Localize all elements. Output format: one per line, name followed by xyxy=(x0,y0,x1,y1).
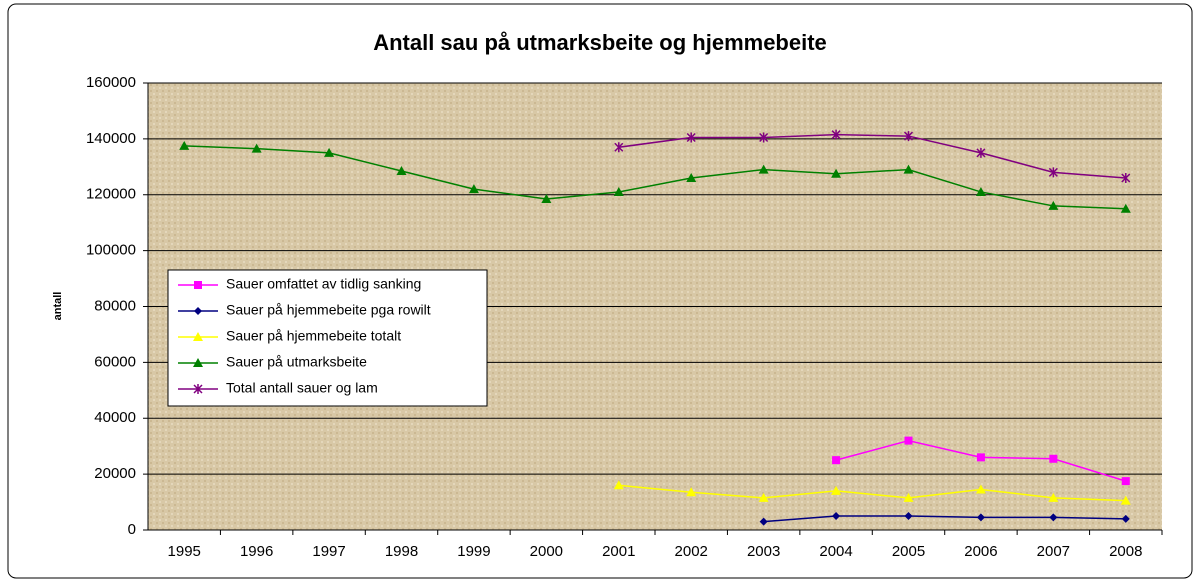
data-point xyxy=(179,140,190,150)
data-point xyxy=(1121,514,1130,523)
x-tick-label: 1997 xyxy=(312,543,345,560)
x-tick-label: 2007 xyxy=(1037,543,1070,560)
y-tick-label: 60000 xyxy=(94,353,136,370)
x-tick-label: 2005 xyxy=(892,543,925,560)
x-tick-label: 2001 xyxy=(602,543,635,560)
data-point xyxy=(831,485,842,495)
chart-title: Antall sau på utmarksbeite og hjemmebeit… xyxy=(373,30,827,55)
legend-box xyxy=(167,269,488,407)
legend-marker xyxy=(194,281,202,289)
legend-marker xyxy=(193,384,203,394)
data-point xyxy=(903,164,914,174)
data-point xyxy=(975,484,986,494)
legend-symbol xyxy=(193,384,203,394)
data-point xyxy=(614,142,624,153)
data-point xyxy=(324,147,335,157)
legend-marker xyxy=(193,358,203,367)
data-point xyxy=(758,164,769,174)
data-point xyxy=(1048,492,1059,502)
x-tick-label: 2004 xyxy=(819,543,852,560)
data-point xyxy=(686,132,696,143)
data-point xyxy=(1121,477,1130,486)
series-line xyxy=(763,515,1126,523)
legend-label: Sauer på hjemmebeite totalt xyxy=(226,328,401,344)
series-line xyxy=(618,133,1126,179)
data-point xyxy=(904,436,913,445)
data-point xyxy=(468,184,479,194)
legend-label: Sauer på hjemmebeite pga rowilt xyxy=(226,302,431,318)
y-tick-label: 160000 xyxy=(86,74,136,91)
data-point xyxy=(832,456,841,465)
y-tick-label: 120000 xyxy=(86,186,136,203)
y-tick-label: 0 xyxy=(128,521,136,538)
series-line xyxy=(184,145,1126,210)
legend-label: Total antall sauer og lam xyxy=(226,380,378,396)
data-point xyxy=(975,186,986,196)
data-point xyxy=(1121,172,1131,183)
y-tick-label: 100000 xyxy=(86,242,136,259)
data-point xyxy=(251,143,262,153)
y-tick-label: 40000 xyxy=(94,409,136,426)
data-point xyxy=(759,517,768,526)
data-point xyxy=(613,186,624,196)
x-tick-label: 1995 xyxy=(168,543,201,560)
y-tick-label: 140000 xyxy=(86,130,136,147)
legend-symbol xyxy=(193,358,203,367)
x-tick-label: 1998 xyxy=(385,543,418,560)
data-point xyxy=(1048,200,1059,210)
data-point xyxy=(1120,495,1131,505)
data-point xyxy=(976,147,986,158)
data-point xyxy=(686,487,697,497)
data-point xyxy=(759,132,769,143)
series-line xyxy=(618,484,1126,502)
x-tick-label: 2000 xyxy=(530,543,563,560)
data-point xyxy=(1049,454,1058,463)
x-tick-label: 2008 xyxy=(1109,543,1142,560)
legend-symbol xyxy=(194,281,202,289)
legend-marker xyxy=(193,332,203,341)
data-point xyxy=(976,513,985,522)
legend-symbol xyxy=(194,307,202,315)
data-point xyxy=(832,512,841,521)
data-point xyxy=(1120,203,1131,213)
data-point xyxy=(1048,167,1058,178)
legend-label: Sauer på utmarksbeite xyxy=(226,354,367,370)
x-tick-label: 1996 xyxy=(240,543,273,560)
data-point xyxy=(976,453,985,462)
legend-marker xyxy=(194,307,202,315)
x-tick-label: 1999 xyxy=(457,543,490,560)
y-tick-label: 20000 xyxy=(94,465,136,482)
data-point xyxy=(903,131,914,142)
x-tick-label: 2002 xyxy=(675,543,708,560)
data-point xyxy=(613,480,624,490)
legend-symbol xyxy=(193,332,203,341)
legend-label: Sauer omfattet av tidlig sanking xyxy=(226,276,421,292)
x-tick-label: 2006 xyxy=(964,543,997,560)
data-point xyxy=(758,492,769,502)
y-axis-label: antall xyxy=(52,292,64,321)
y-tick-label: 80000 xyxy=(94,297,136,314)
data-point xyxy=(831,168,842,178)
data-point xyxy=(904,512,913,521)
data-point xyxy=(903,492,914,502)
data-point xyxy=(396,166,407,176)
x-tick-label: 2003 xyxy=(747,543,780,560)
data-point xyxy=(831,129,841,140)
data-point xyxy=(686,172,697,182)
data-point xyxy=(1049,513,1058,522)
data-point xyxy=(541,193,552,203)
